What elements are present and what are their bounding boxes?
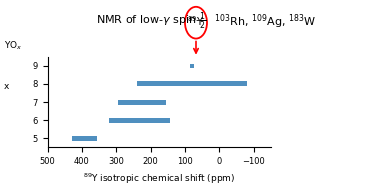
- Text: $^{103}$Rh, $^{109}$Ag, $^{183}$W: $^{103}$Rh, $^{109}$Ag, $^{183}$W: [211, 12, 317, 31]
- Bar: [109, 118, 169, 123]
- Bar: [137, 81, 247, 86]
- Text: $^{89}$Y: $^{89}$Y: [187, 15, 205, 29]
- Text: x: x: [4, 82, 9, 91]
- Bar: [118, 100, 166, 105]
- X-axis label: $^{89}$Y isotropic chemical shift (ppm): $^{89}$Y isotropic chemical shift (ppm): [83, 172, 235, 186]
- Text: NMR of low-$\gamma$ spin-$\frac{1}{2}$: NMR of low-$\gamma$ spin-$\frac{1}{2}$: [96, 11, 206, 32]
- Text: YO$_x$: YO$_x$: [4, 39, 22, 52]
- Bar: [72, 136, 97, 141]
